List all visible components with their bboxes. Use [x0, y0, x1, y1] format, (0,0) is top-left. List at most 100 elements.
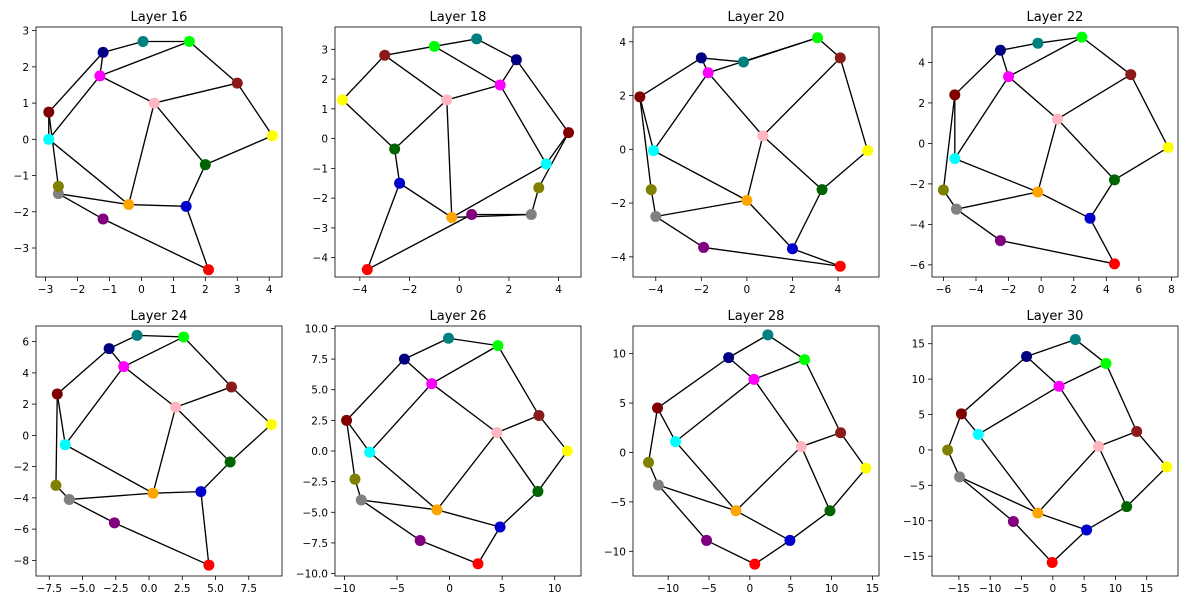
- node-n13-marker: [939, 185, 948, 195]
- graph-edge: [959, 476, 1039, 514]
- graph-edge: [64, 366, 125, 446]
- node-n2-marker: [390, 144, 399, 154]
- graph-edge: [639, 57, 702, 98]
- y-tick-label: 7.5: [311, 354, 328, 366]
- graph-edge: [137, 334, 184, 338]
- node-n13-marker: [51, 481, 61, 490]
- node-n6-marker: [763, 330, 773, 340]
- graph-edge: [48, 51, 104, 113]
- graph-edge: [175, 386, 232, 408]
- graph-edge: [123, 366, 177, 408]
- plot-frame: [931, 26, 1179, 278]
- graph-edge: [947, 413, 963, 451]
- node-n0-marker: [204, 265, 213, 275]
- node-n11-marker: [467, 210, 477, 219]
- node-n12-marker: [64, 495, 74, 504]
- node-n4-marker: [232, 78, 242, 88]
- node-n5-marker: [800, 355, 809, 364]
- graph-edge: [657, 357, 730, 409]
- graph-edge: [1058, 385, 1100, 447]
- node-n5-marker: [1077, 32, 1087, 42]
- graph-edge: [653, 150, 748, 201]
- graph-edge: [48, 138, 130, 206]
- node-n14-marker: [973, 430, 983, 439]
- graph-edge: [956, 208, 1001, 242]
- node-n14-marker: [365, 447, 375, 457]
- node-n7-marker: [724, 353, 733, 362]
- y-tick-label: −8: [14, 555, 29, 567]
- y-tick-label: −10: [604, 546, 626, 558]
- node-n6-marker: [132, 331, 142, 340]
- node-n9-marker: [442, 95, 452, 105]
- graph-edge: [499, 490, 539, 528]
- graph-edge: [1089, 179, 1116, 219]
- subplot-title: Layer 22: [1027, 10, 1084, 25]
- node-n6-marker: [472, 34, 481, 44]
- graph-edge: [48, 75, 101, 140]
- graph-edge: [1051, 529, 1088, 564]
- x-tick-label: 0: [456, 284, 463, 296]
- x-tick-label: 5.0: [207, 583, 224, 595]
- node-n0-marker: [835, 261, 845, 271]
- node-n9-marker: [1094, 442, 1103, 451]
- graph-edge: [1037, 445, 1100, 514]
- node-n2-marker: [817, 185, 827, 194]
- graph-edge: [99, 40, 190, 77]
- x-tick-label: −2: [70, 284, 85, 296]
- graph-edge: [954, 157, 1039, 193]
- graph-edge: [1058, 362, 1107, 387]
- y-tick-label: 0: [22, 134, 29, 146]
- x-tick-label: 4: [555, 284, 562, 296]
- node-n8-marker: [95, 71, 105, 81]
- graph-edge: [154, 82, 238, 104]
- graph-edge: [1097, 446, 1128, 507]
- graph-edge: [753, 358, 805, 380]
- x-tick-label: 1: [170, 284, 177, 296]
- graph-edge: [1056, 118, 1115, 181]
- node-n8-marker: [703, 68, 713, 78]
- graph-edge: [840, 432, 867, 469]
- graph-edge: [839, 57, 869, 151]
- graph-edge: [399, 182, 453, 219]
- x-tick-label: −5: [1014, 583, 1029, 595]
- node-n14-marker: [541, 159, 551, 169]
- graph-edge: [431, 383, 498, 434]
- node-n15-marker: [44, 107, 54, 117]
- y-tick-label: 3: [321, 44, 328, 56]
- node-n8-marker: [427, 379, 437, 388]
- x-tick-label: 2: [789, 284, 796, 296]
- graph-edge: [128, 203, 187, 208]
- graph-edge: [1026, 355, 1060, 387]
- node-n1-marker: [1085, 213, 1095, 223]
- graph-edge: [1136, 431, 1168, 468]
- graph-edge: [185, 206, 210, 270]
- subplot-title: Layer 26: [430, 309, 487, 324]
- x-tick-label: −5.0: [70, 583, 96, 595]
- y-tick-label: −10: [903, 516, 925, 528]
- x-tick-label: 3: [234, 284, 241, 296]
- graph-edge: [735, 446, 802, 512]
- graph-edge: [1086, 506, 1128, 531]
- graph-edge: [652, 72, 709, 152]
- subplot-title: Layer 30: [1027, 309, 1084, 324]
- node-n7-marker: [104, 344, 114, 354]
- graph-edge: [1008, 76, 1058, 120]
- node-n9-marker: [758, 131, 768, 141]
- node-n3-marker: [863, 146, 872, 156]
- node-n10-marker: [148, 488, 158, 498]
- node-n7-marker: [996, 45, 1005, 55]
- node-n3-marker: [1162, 462, 1172, 472]
- subplot-2: Layer 18 −4 −2 0 2 4 3 2 1 0 −1 −2 −3 −4: [313, 10, 582, 296]
- x-tick-label: 4: [835, 284, 842, 296]
- node-n8-marker: [119, 362, 129, 371]
- graph-edge: [404, 337, 449, 360]
- x-tick-label: −4: [648, 284, 664, 296]
- plot-frame: [632, 325, 880, 577]
- node-n3-marker: [338, 95, 347, 105]
- graph-edge: [496, 414, 540, 434]
- graph-edge: [499, 84, 547, 165]
- graph-edge: [639, 96, 655, 151]
- node-n8-marker: [749, 375, 759, 384]
- graph-edge: [1098, 430, 1137, 448]
- node-n4-marker: [380, 50, 390, 60]
